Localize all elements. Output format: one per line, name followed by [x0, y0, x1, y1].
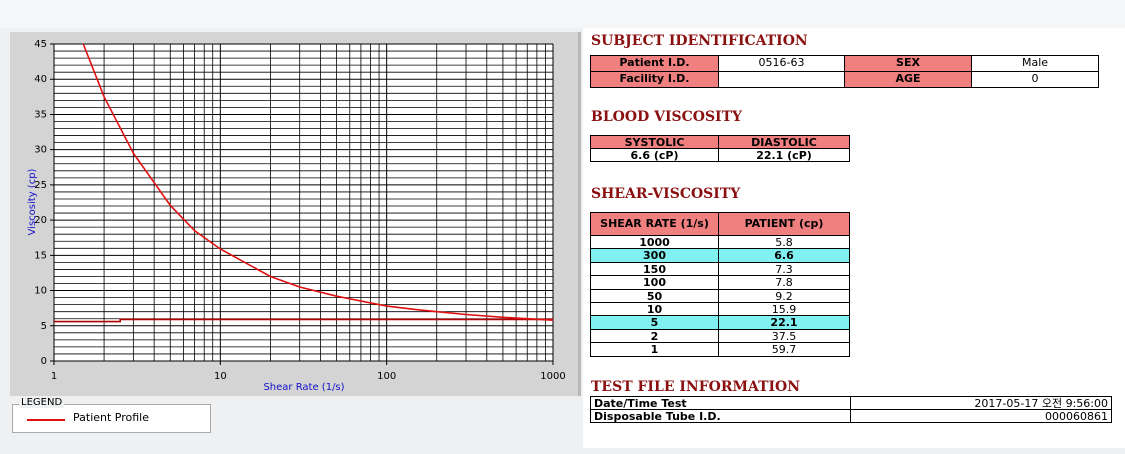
field-value: [718, 71, 845, 88]
field-value: Male: [971, 55, 1099, 72]
column-header: SYSTOLIC: [590, 135, 719, 149]
field-value: 0516-63: [718, 55, 845, 72]
field-label: SEX: [844, 55, 972, 72]
cell: 59.7: [718, 342, 850, 357]
section-title: BLOOD VISCOSITY: [591, 109, 743, 125]
x-tick-label: 1000: [540, 371, 565, 382]
field-label: Patient I.D.: [590, 55, 719, 72]
x-tick-label: 1: [51, 371, 57, 382]
top-band: [0, 0, 1125, 28]
cell: 7.8: [718, 275, 850, 290]
cell: 2: [590, 328, 719, 344]
y-tick-label: 45: [34, 39, 47, 50]
cell: Date/Time Test: [590, 396, 851, 410]
cell: 6.6: [718, 248, 850, 263]
cell: Disposable Tube I.D.: [590, 409, 851, 423]
cell: 1: [590, 342, 719, 357]
y-tick-label: 35: [34, 109, 47, 120]
y-tick-label: 40: [34, 74, 47, 85]
cell: 9.2: [718, 288, 850, 303]
column-header: SHEAR RATE (1/s): [590, 212, 719, 236]
x-tick-label: 100: [377, 371, 396, 382]
x-tick-label: 10: [214, 371, 227, 382]
y-tick-label: 10: [34, 286, 47, 297]
cell: 15.9: [718, 302, 850, 317]
series-line: [82, 43, 553, 321]
legend: LEGEND Patient Profile: [12, 397, 211, 433]
field-label: AGE: [844, 71, 972, 88]
cell: 6.6 (cP): [590, 148, 719, 162]
series-line: [54, 318, 553, 323]
cell: 000060861: [850, 409, 1112, 423]
cell: 37.5: [718, 328, 850, 344]
cell: 22.1 (cP): [718, 148, 850, 162]
cell: 5: [590, 315, 719, 330]
cell: 2017-05-17 오전 9:56:00: [850, 396, 1112, 410]
section-title: TEST FILE INFORMATION: [591, 379, 801, 395]
legend-label: Patient Profile: [73, 411, 150, 424]
cell: 10: [590, 302, 719, 317]
cell: 22.1: [718, 315, 850, 330]
field-value: 0: [971, 71, 1099, 88]
cell: 50: [590, 288, 719, 303]
column-header: PATIENT (cp): [718, 212, 850, 236]
cell: 300: [590, 248, 719, 263]
y-tick-label: 20: [34, 215, 47, 226]
cell: 150: [590, 261, 719, 277]
y-tick-label: 15: [34, 250, 47, 261]
cell: 1000: [590, 235, 719, 250]
y-tick-label: 5: [41, 321, 47, 332]
y-axis-title: Viscosity (cp): [27, 168, 38, 235]
y-tick-label: 25: [34, 180, 47, 191]
section-title: SHEAR-VISCOSITY: [591, 186, 741, 202]
chart: Viscosity (cp) Shear Rate (1/s) 1 10 100 10…: [27, 39, 566, 393]
cell: 7.3: [718, 261, 850, 277]
legend-swatch: [27, 419, 65, 421]
x-axis-title: Shear Rate (1/s): [263, 382, 344, 393]
plot-area: [54, 44, 553, 361]
section-title: SUBJECT IDENTIFICATION: [591, 33, 808, 49]
cell: 100: [590, 275, 719, 290]
legend-title: LEGEND: [19, 397, 65, 408]
y-tick-label: 30: [34, 145, 47, 156]
field-label: Facility I.D.: [590, 71, 719, 88]
column-header: DIASTOLIC: [718, 135, 850, 149]
y-tick-label: 0: [41, 356, 47, 367]
cell: 5.8: [718, 235, 850, 250]
